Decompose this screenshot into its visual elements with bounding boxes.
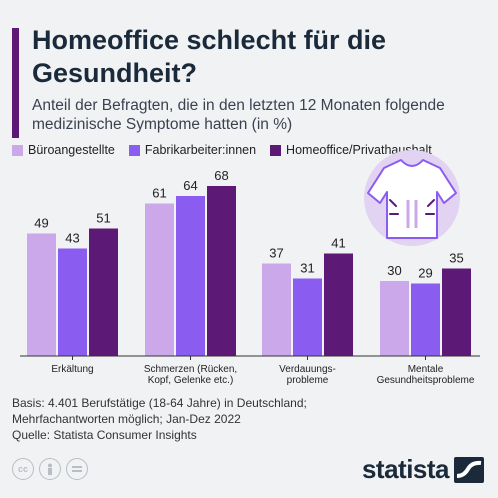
category-label: Mentale	[408, 364, 444, 375]
legend-item-bueroangestellte: Büroangestellte	[12, 143, 115, 157]
bar	[380, 281, 409, 356]
bar	[89, 228, 118, 356]
category-label: Verdauungs-	[279, 364, 336, 375]
footnote-source: Quelle: Statista Consumer Insights	[12, 428, 197, 442]
statista-wave-icon	[454, 456, 484, 483]
data-label: 29	[418, 266, 432, 281]
chart-title: Homeoffice schlecht für die Gesundheit?	[32, 25, 387, 88]
data-label: 49	[34, 216, 48, 231]
statista-logo[interactable]: statista	[362, 454, 484, 485]
legend-item-fabrikarbeiter: Fabrikarbeiter:innen	[128, 143, 257, 157]
shirt-icon	[367, 159, 457, 239]
title-accent-bar	[12, 28, 19, 138]
license-icons: cc	[12, 458, 88, 480]
bar	[442, 268, 471, 356]
legend-swatch	[12, 144, 23, 156]
bar	[207, 186, 236, 356]
shirt-illustration	[364, 150, 460, 246]
bar	[293, 278, 322, 356]
footnote: Basis: 4.401 Berufstätige (18-64 Jahre) …	[12, 395, 392, 443]
person-icon[interactable]	[39, 458, 61, 480]
category-label: Gesundheitsprobleme	[377, 375, 475, 386]
footnote-multiple-answers: Mehrfachantworten möglich; Jan-Dez 2022	[12, 412, 241, 426]
shirt-stripe	[406, 200, 418, 228]
legend-label: Büroangestellte	[28, 143, 115, 157]
brand-wordmark: statista	[361, 454, 450, 484]
equals-icon[interactable]	[66, 458, 88, 480]
category-label: Schmerzen (Rücken,	[144, 364, 237, 375]
category-label: Kopf, Gelenke etc.)	[148, 375, 234, 386]
data-label: 68	[214, 168, 228, 183]
bar	[145, 203, 174, 356]
data-label: 37	[269, 246, 283, 261]
data-label: 43	[65, 231, 79, 246]
bar	[262, 263, 291, 356]
pain-spark-icon	[389, 199, 435, 215]
footnote-basis: Basis: 4.401 Berufstätige (18-64 Jahre) …	[12, 396, 307, 410]
data-label: 35	[449, 251, 463, 266]
bar	[411, 283, 440, 356]
bar	[324, 253, 353, 356]
chart-subtitle: Anteil der Befragten, die in den letzten…	[32, 97, 445, 133]
category-label: probleme	[287, 375, 329, 386]
data-label: 61	[152, 186, 166, 201]
data-label: 51	[96, 211, 110, 226]
cc-icon[interactable]: cc	[12, 458, 34, 480]
bar	[58, 248, 87, 356]
legend-label: Fabrikarbeiter:innen	[144, 143, 257, 157]
bar	[27, 233, 56, 356]
data-label: 30	[387, 263, 401, 278]
category-label: Erkältung	[51, 364, 93, 375]
legend-swatch	[128, 144, 140, 156]
bars-layer: 49 43 51 Erkältung 61 64 68 Schmerzen (Rücken,K…	[20, 168, 480, 386]
bar	[176, 196, 205, 356]
data-label: 41	[331, 236, 345, 251]
legend-swatch	[270, 144, 282, 156]
data-label: 31	[300, 261, 314, 276]
data-label: 64	[183, 178, 197, 193]
